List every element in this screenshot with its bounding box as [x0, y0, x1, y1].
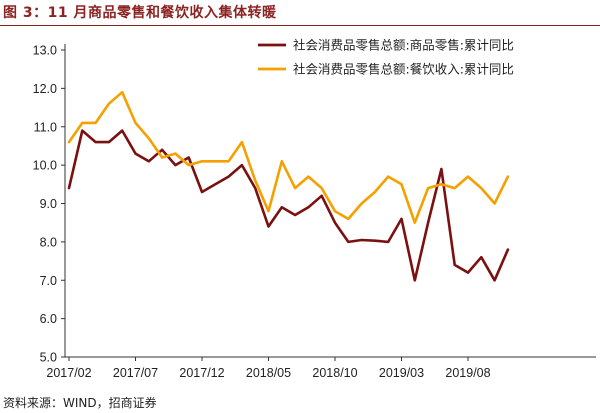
- x-tick-label: 2017/12: [179, 366, 224, 380]
- x-axis-ticks: 2017/02 2017/07 2017/12 2018/05 2018/10 2019/…: [46, 357, 491, 380]
- x-tick-label: 2018/05: [246, 366, 291, 380]
- source-note: 资料来源：WIND，招商证券: [3, 396, 157, 410]
- x-tick-label: 2018/10: [312, 366, 357, 380]
- x-tick-label: 2017/02: [46, 366, 91, 380]
- y-axis-ticks: 5.0 6.0 7.0 8.0 9.0 10.0 11.0 12.0 13.0: [33, 44, 65, 365]
- y-tick-label: 8.0: [40, 235, 57, 249]
- title-divider: [0, 25, 600, 26]
- series-line-merchandise: [67, 129, 510, 282]
- legend-label: 社会消费品零售总额:商品零售:累计同比: [293, 38, 514, 53]
- series-line-catering: [67, 90, 510, 224]
- y-tick-label: 6.0: [40, 312, 57, 326]
- x-tick-label: 2019/08: [445, 366, 490, 380]
- chart-axes: [64, 44, 596, 358]
- y-tick-label: 12.0: [33, 82, 57, 96]
- y-tick-label: 11.0: [34, 120, 57, 134]
- legend-label: 社会消费品零售总额:餐饮收入:累计同比: [293, 62, 514, 77]
- y-tick-label: 5.0: [40, 351, 57, 365]
- x-tick-label: 2019/03: [379, 366, 424, 380]
- chart-title: 图 3：11 月商品零售和餐饮收入集体转暖: [3, 5, 277, 21]
- x-tick-label: 2017/07: [113, 366, 158, 380]
- y-tick-label: 7.0: [40, 274, 57, 288]
- series-lines: [67, 90, 510, 282]
- y-tick-label: 10.0: [33, 159, 57, 173]
- y-tick-label: 13.0: [33, 44, 57, 58]
- y-tick-label: 9.0: [40, 197, 57, 211]
